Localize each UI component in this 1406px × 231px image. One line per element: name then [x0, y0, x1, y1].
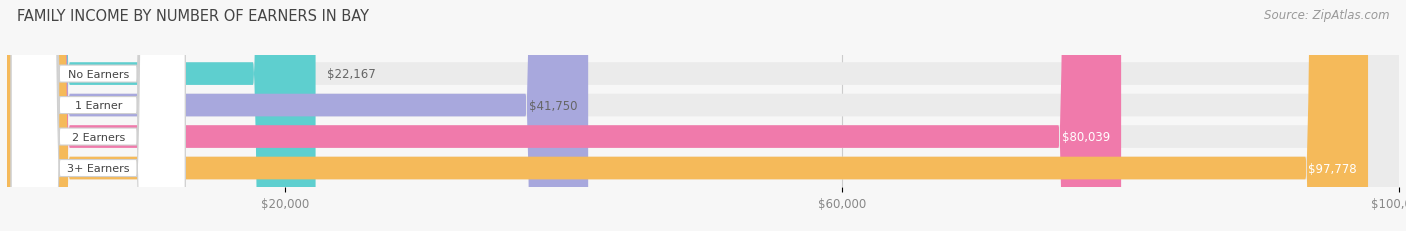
FancyBboxPatch shape — [7, 0, 588, 231]
FancyBboxPatch shape — [7, 0, 315, 231]
FancyBboxPatch shape — [7, 0, 1399, 231]
Text: $41,750: $41,750 — [529, 99, 576, 112]
FancyBboxPatch shape — [11, 0, 186, 231]
FancyBboxPatch shape — [7, 0, 1368, 231]
Text: No Earners: No Earners — [67, 69, 129, 79]
Text: $80,039: $80,039 — [1062, 131, 1109, 143]
Text: $97,778: $97,778 — [1308, 162, 1357, 175]
Text: $22,167: $22,167 — [326, 68, 375, 81]
FancyBboxPatch shape — [11, 0, 186, 231]
Text: Source: ZipAtlas.com: Source: ZipAtlas.com — [1264, 9, 1389, 22]
Text: 2 Earners: 2 Earners — [72, 132, 125, 142]
FancyBboxPatch shape — [7, 0, 1399, 231]
FancyBboxPatch shape — [7, 0, 1121, 231]
FancyBboxPatch shape — [7, 0, 1399, 231]
Text: 1 Earner: 1 Earner — [75, 101, 122, 111]
FancyBboxPatch shape — [11, 0, 186, 231]
FancyBboxPatch shape — [11, 0, 186, 231]
Text: 3+ Earners: 3+ Earners — [67, 163, 129, 173]
Text: FAMILY INCOME BY NUMBER OF EARNERS IN BAY: FAMILY INCOME BY NUMBER OF EARNERS IN BA… — [17, 9, 368, 24]
FancyBboxPatch shape — [7, 0, 1399, 231]
